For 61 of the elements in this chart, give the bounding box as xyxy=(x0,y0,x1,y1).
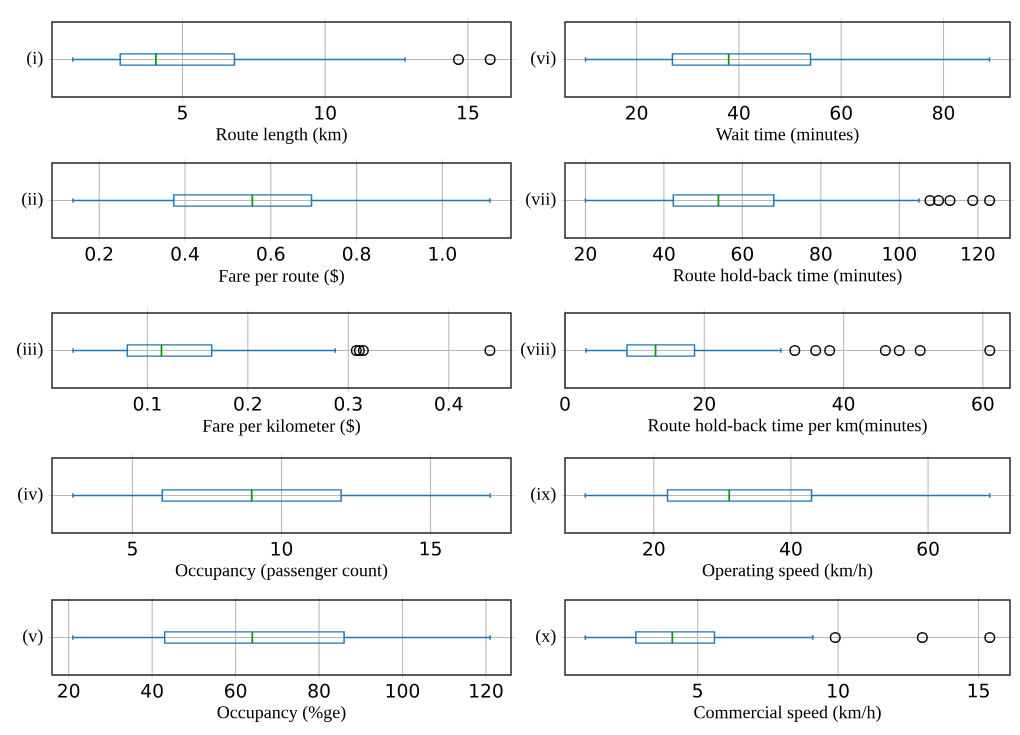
x-tick-label: 40 xyxy=(832,396,855,411)
x-tick-label: 0.2 xyxy=(234,396,261,411)
x-tick-label: 40 xyxy=(727,105,750,120)
x-tick-label: 120 xyxy=(962,246,995,261)
x-axis-title: Commercial speed (km/h) xyxy=(694,705,881,722)
x-tick-label: 80 xyxy=(308,683,330,698)
y-tick-label: (vii) xyxy=(526,192,556,209)
x-tick-label: 60 xyxy=(830,105,852,120)
x-tick-label: 60 xyxy=(225,683,247,698)
x-tick-label: 20 xyxy=(574,246,597,261)
x-tick-label: 0.4 xyxy=(171,246,199,261)
y-tick-label: (ix) xyxy=(531,487,556,504)
x-tick-label: 20 xyxy=(643,541,665,556)
x-axis-title: Occupancy (%ge) xyxy=(217,705,346,723)
x-tick-label: 80 xyxy=(932,105,955,120)
x-tick-label: 15 xyxy=(458,105,479,120)
x-tick-label: 0.2 xyxy=(85,246,113,261)
y-tick-label: (i) xyxy=(27,51,43,68)
x-tick-label: 40 xyxy=(141,683,163,698)
x-tick-label: 15 xyxy=(420,541,441,556)
y-tick-label: (x) xyxy=(536,629,556,646)
x-axis-title: Fare per route ($) xyxy=(218,268,344,286)
x-tick-label: 10 xyxy=(828,683,849,698)
x-tick-label: 100 xyxy=(386,683,420,698)
y-tick-label: (viii) xyxy=(521,342,556,359)
x-tick-label: 1.0 xyxy=(429,246,456,261)
x-tick-label: 10 xyxy=(271,541,293,556)
x-axis-title: Operating speed (km/h) xyxy=(702,563,873,581)
y-tick-label: (iii) xyxy=(17,342,43,359)
x-axis-title: Route hold-back time (minutes) xyxy=(673,268,902,285)
x-tick-label: 80 xyxy=(810,246,832,261)
x-tick-label: 5 xyxy=(693,683,702,698)
x-axis-title: Occupancy (passenger count) xyxy=(175,563,388,581)
x-tick-label: 20 xyxy=(626,105,648,120)
y-tick-label: (iv) xyxy=(18,487,43,504)
x-tick-label: 60 xyxy=(917,541,939,556)
x-tick-label: 0.8 xyxy=(342,246,371,261)
x-tick-label: 100 xyxy=(883,246,916,261)
x-axis-title: Route length (km) xyxy=(216,127,347,145)
x-tick-label: 0 xyxy=(560,396,570,411)
x-axis-title: Fare per kilometer ($) xyxy=(202,418,360,436)
x-tick-label: 10 xyxy=(315,105,336,120)
x-tick-label: 20 xyxy=(693,396,715,411)
x-tick-label: 5 xyxy=(127,541,137,556)
x-tick-label: 40 xyxy=(779,541,802,556)
x-tick-label: 60 xyxy=(972,396,994,411)
x-tick-label: 5 xyxy=(177,105,187,120)
x-tick-label: 40 xyxy=(652,246,675,261)
y-tick-label: (vi) xyxy=(531,51,556,68)
x-tick-label: 0.1 xyxy=(133,396,161,411)
x-tick-label: 120 xyxy=(470,683,503,698)
y-tick-label: (ii) xyxy=(22,192,43,209)
y-tick-label: (v) xyxy=(23,629,43,646)
x-tick-label: 15 xyxy=(968,683,989,698)
x-tick-label: 60 xyxy=(731,246,754,261)
x-axis-title: Route hold-back time per km(minutes) xyxy=(648,418,927,435)
x-tick-label: 0.6 xyxy=(257,246,285,261)
x-tick-label: 20 xyxy=(58,683,80,698)
x-tick-label: 0.4 xyxy=(435,396,463,411)
x-axis-title: Wait time (minutes) xyxy=(715,127,859,144)
x-tick-label: 0.3 xyxy=(334,396,362,411)
